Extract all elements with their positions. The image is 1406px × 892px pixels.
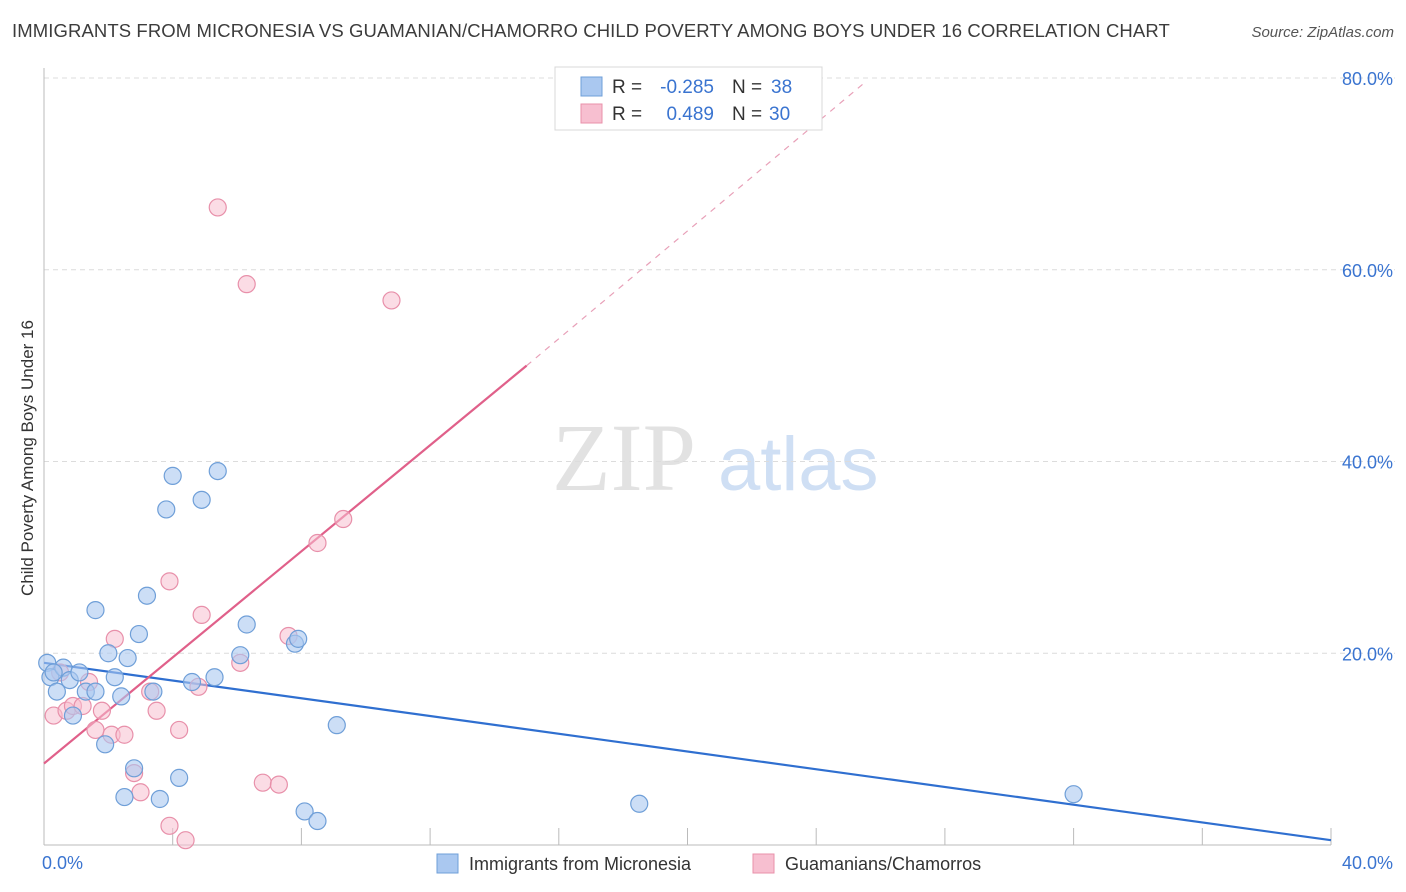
- legend-n-label-1: N =: [732, 77, 762, 98]
- point-micronesia: [157, 500, 176, 519]
- point-micronesia: [144, 682, 163, 701]
- legend-swatch-guamanians: [752, 853, 775, 874]
- point-micronesia: [115, 787, 134, 807]
- point-guamanians: [147, 701, 166, 720]
- point-micronesia: [99, 644, 118, 663]
- point-micronesia: [86, 601, 105, 620]
- point-guamanians: [269, 775, 288, 794]
- point-micronesia: [44, 663, 63, 682]
- stats-legend: R = -0.285 N = 38 R = 0.489 N = 30: [554, 66, 823, 131]
- legend-r-value-1: -0.285: [660, 77, 714, 98]
- point-guamanians: [253, 773, 272, 792]
- point-micronesia: [231, 646, 250, 665]
- point-micronesia: [105, 668, 124, 687]
- point-micronesia: [70, 663, 89, 682]
- series-micronesia-points: [38, 461, 1083, 831]
- legend-n-label-2: N =: [732, 104, 762, 125]
- point-micronesia: [63, 706, 83, 725]
- legend-swatch-blue: [580, 76, 603, 97]
- point-micronesia: [112, 687, 131, 706]
- source-credit: Source: ZipAtlas.com: [1251, 24, 1394, 41]
- tick-labels: 20.0% 40.0% 60.0% 80.0% 0.0% 40.0%: [42, 69, 1393, 873]
- point-micronesia: [289, 629, 308, 648]
- watermark-atlas: atlas: [718, 422, 879, 507]
- legend-r-label-2: R =: [612, 104, 642, 125]
- point-guamanians: [92, 701, 112, 720]
- legend-n-value-1: 38: [771, 77, 792, 98]
- point-micronesia: [96, 735, 115, 754]
- legend-swatch-micronesia: [436, 853, 459, 874]
- watermark: ZIP atlas: [552, 404, 879, 511]
- point-micronesia: [295, 802, 314, 821]
- point-micronesia: [327, 716, 346, 735]
- point-micronesia: [47, 682, 66, 701]
- point-micronesia: [137, 586, 157, 605]
- grid-lines: [44, 77, 1395, 654]
- point-guamanians: [176, 831, 195, 850]
- point-micronesia: [208, 461, 227, 481]
- point-guamanians: [192, 605, 211, 625]
- point-guamanians: [160, 572, 179, 591]
- chart-title: IMMIGRANTS FROM MICRONESIA VS GUAMANIAN/…: [12, 20, 1170, 41]
- legend-n-value-2: 30: [769, 104, 790, 125]
- point-micronesia: [205, 668, 224, 687]
- legend-r-label-1: R =: [612, 77, 642, 98]
- legend-swatch-pink: [580, 103, 603, 124]
- point-micronesia: [308, 811, 327, 831]
- watermark-zip: ZIP: [552, 404, 696, 511]
- legend-label-micronesia: Immigrants from Micronesia: [469, 854, 692, 874]
- x-tick-label: 40.0%: [1342, 853, 1393, 873]
- point-micronesia: [630, 794, 649, 813]
- point-guamanians: [237, 275, 256, 294]
- point-micronesia: [86, 682, 105, 701]
- trendline-micronesia: [43, 661, 1332, 842]
- legend-r-value-2: 0.489: [666, 104, 714, 125]
- point-micronesia: [1064, 785, 1083, 804]
- axes: [43, 68, 1332, 846]
- point-micronesia: [129, 624, 149, 644]
- trendline-guamanians-extension: [526, 82, 865, 367]
- point-guamanians: [131, 783, 150, 802]
- x-tick-label: 0.0%: [42, 853, 83, 873]
- point-micronesia: [163, 466, 182, 485]
- y-axis-label: Child Poverty Among Boys Under 16: [18, 320, 37, 596]
- point-micronesia: [170, 768, 189, 787]
- y-tick-label: 20.0%: [1342, 644, 1393, 664]
- legend-label-guamanians: Guamanians/Chamorros: [785, 854, 981, 874]
- point-micronesia: [150, 789, 169, 809]
- point-micronesia: [118, 648, 137, 668]
- point-micronesia: [192, 490, 211, 509]
- point-micronesia: [182, 672, 202, 692]
- point-micronesia: [124, 759, 144, 778]
- y-tick-label: 80.0%: [1342, 69, 1393, 89]
- point-guamanians: [86, 720, 105, 740]
- y-tick-label: 40.0%: [1342, 453, 1393, 473]
- point-guamanians: [382, 291, 401, 310]
- series-legend: Immigrants from Micronesia Guamanians/Ch…: [436, 853, 981, 874]
- point-guamanians: [115, 725, 134, 744]
- point-guamanians: [208, 198, 227, 217]
- point-guamanians: [170, 720, 189, 740]
- point-guamanians: [308, 533, 327, 553]
- point-guamanians: [334, 509, 353, 529]
- series-guamanians-points: [44, 198, 401, 850]
- point-guamanians: [160, 816, 179, 835]
- y-tick-label: 60.0%: [1342, 261, 1393, 281]
- point-micronesia: [237, 615, 256, 634]
